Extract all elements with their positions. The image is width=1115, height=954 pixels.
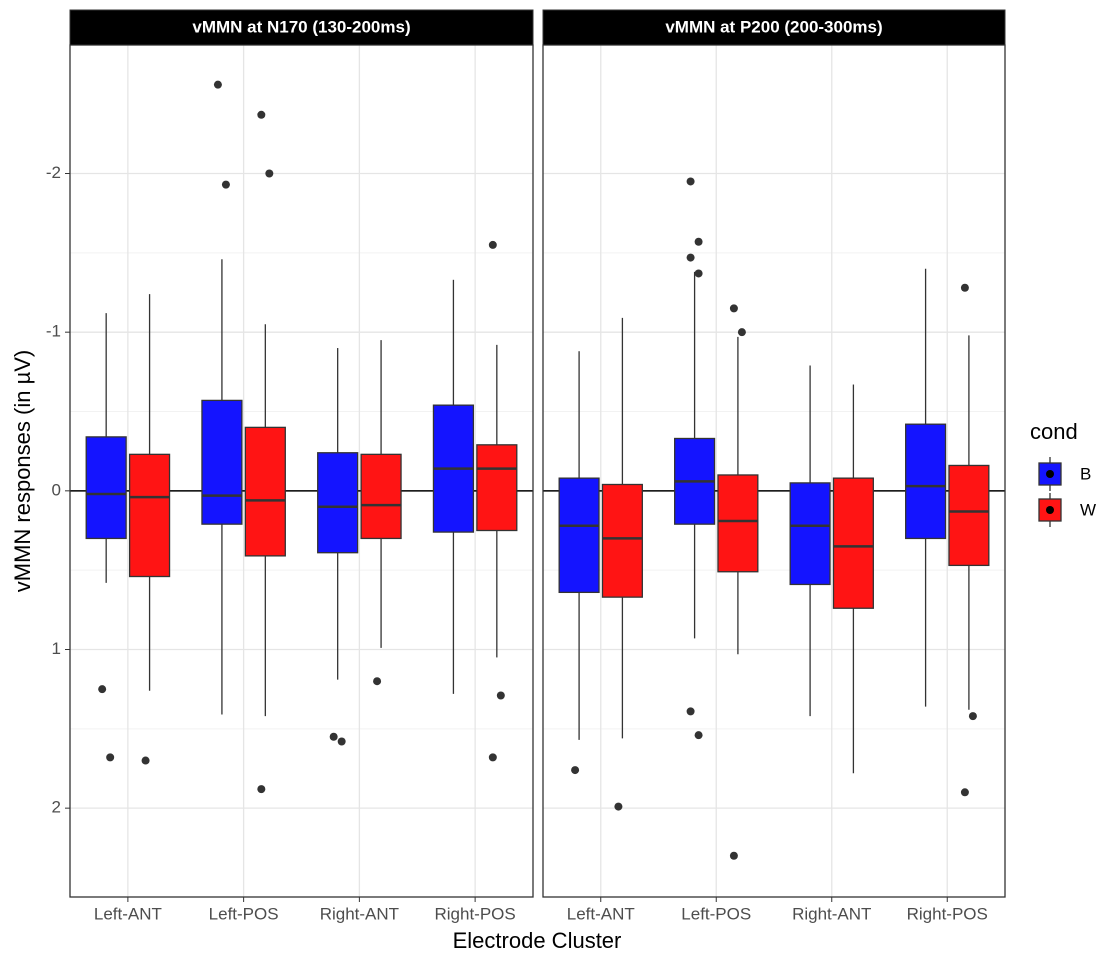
box — [601, 483, 643, 598]
outlier — [106, 753, 115, 762]
strip — [542, 9, 1006, 46]
outlier — [221, 180, 230, 189]
outlier — [960, 788, 969, 797]
outlier — [141, 756, 150, 765]
x-axis-title: Electrode Cluster — [453, 928, 622, 953]
box — [201, 399, 243, 525]
outlier — [329, 732, 338, 741]
outlier — [686, 707, 695, 716]
strip — [69, 9, 534, 46]
x-tick-label: Left-POS — [681, 904, 751, 923]
box — [832, 477, 874, 609]
y-tick-label: -2 — [46, 163, 61, 182]
x-tick-label: Left-ANT — [567, 904, 635, 923]
outlier — [694, 731, 703, 740]
outlier — [496, 691, 505, 700]
box — [128, 453, 171, 578]
box — [360, 453, 402, 540]
outlier — [686, 177, 695, 186]
outlier — [257, 110, 266, 119]
legend-dot — [1046, 506, 1054, 514]
box — [476, 444, 518, 532]
box — [789, 482, 831, 586]
legend-dot — [1046, 470, 1054, 478]
x-tick-label: Right-POS — [907, 904, 988, 923]
y-tick-label: 2 — [52, 798, 61, 817]
outlier — [257, 785, 266, 794]
outlier — [694, 269, 703, 278]
x-tick-label: Right-ANT — [792, 904, 871, 923]
box — [317, 452, 359, 554]
outlier — [488, 753, 497, 762]
y-tick-label: -1 — [46, 322, 61, 341]
strip-title: vMMN at P200 (200-300ms) — [665, 17, 882, 36]
box — [905, 423, 947, 540]
x-tick-label: Right-ANT — [320, 904, 399, 923]
outlier — [337, 737, 346, 746]
box — [948, 464, 990, 567]
box — [244, 426, 286, 557]
outlier — [737, 328, 746, 337]
y-axis-title: vMMN responses (in µV) — [10, 350, 35, 593]
x-tick-label: Left-ANT — [94, 904, 162, 923]
outlier — [729, 304, 738, 313]
outlier — [373, 677, 382, 686]
outlier — [694, 237, 703, 246]
legend-label: W — [1080, 500, 1096, 519]
outlier — [686, 253, 695, 262]
y-tick-label: 0 — [52, 480, 61, 499]
box — [717, 474, 759, 573]
y-tick-label: 1 — [52, 639, 61, 658]
outlier — [614, 802, 623, 811]
outlier — [729, 851, 738, 860]
outlier — [571, 766, 580, 775]
outlier — [265, 169, 274, 178]
box — [558, 477, 600, 594]
strip-title: vMMN at N170 (130-200ms) — [192, 17, 410, 36]
x-tick-label: Right-POS — [435, 904, 516, 923]
outlier — [960, 283, 969, 292]
legend-title: cond — [1030, 419, 1078, 444]
outlier — [488, 240, 497, 249]
outlier — [213, 80, 222, 89]
box — [85, 436, 127, 540]
x-tick-label: Left-POS — [209, 904, 279, 923]
outlier — [968, 712, 977, 721]
legend-label: B — [1080, 464, 1091, 483]
outlier — [98, 685, 107, 694]
